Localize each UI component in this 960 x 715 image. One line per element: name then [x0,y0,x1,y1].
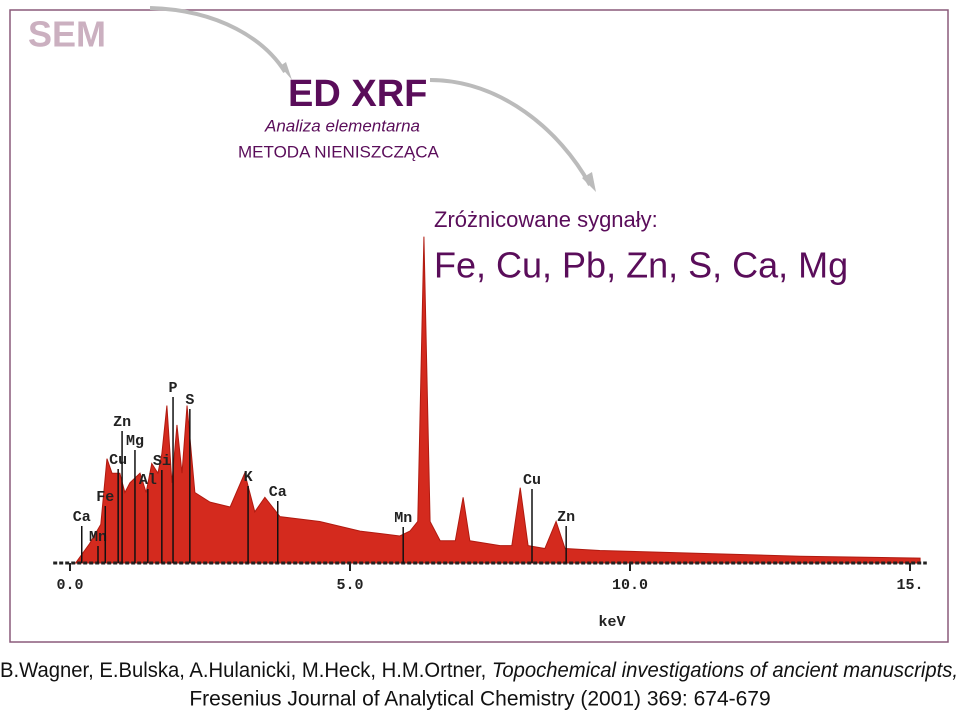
method: METODA NIENISZCZĄCA [238,142,440,161]
corner-label: SEM [28,14,106,55]
citation-title: Topochemical investigations of ancient m… [492,659,958,682]
peak-label: Fe [96,489,114,506]
peak-label: Mn [394,510,412,527]
peak-label: Zn [557,509,575,526]
peak-label: Zn [113,414,131,431]
peak-label: Ca [269,484,287,501]
peak-label: Mg [126,433,144,450]
arrow [429,78,592,186]
citation-authors: B.Wagner, E.Bulska, A.Hulanicki, M.Heck,… [0,659,492,682]
spectrum [74,236,921,564]
title: ED XRF [288,73,427,115]
arrow-head [582,172,596,192]
peak-label: K [244,469,253,486]
arrow-head [280,62,292,80]
arrow [149,6,287,74]
frame [9,9,949,643]
peak-label: Cu [523,472,541,489]
x-axis-label: keV [598,614,625,631]
peak-label: P [169,380,178,397]
peak-label: Al [139,472,157,489]
subtitle: Analiza elementarna [264,116,420,135]
peak-label: Si [153,453,171,470]
peak-label: Ca [73,509,91,526]
x-tick-label: 15. [896,577,923,594]
signals: Fe, Cu, Pb, Zn, S, Ca, Mg [434,245,848,286]
signals-label: Zróżnicowane sygnały: [434,207,658,232]
peak-label: S [185,392,194,409]
x-tick-label: 0.0 [56,577,83,594]
citation-source: Fresenius Journal of Analytical Chemistr… [189,688,770,711]
peak-label: Mn [89,529,107,546]
x-tick-label: 10.0 [612,577,648,594]
peak-label: Cu [109,452,127,469]
citation: B.Wagner, E.Bulska, A.Hulanicki, M.Heck,… [0,659,958,682]
x-tick-label: 5.0 [336,577,363,594]
